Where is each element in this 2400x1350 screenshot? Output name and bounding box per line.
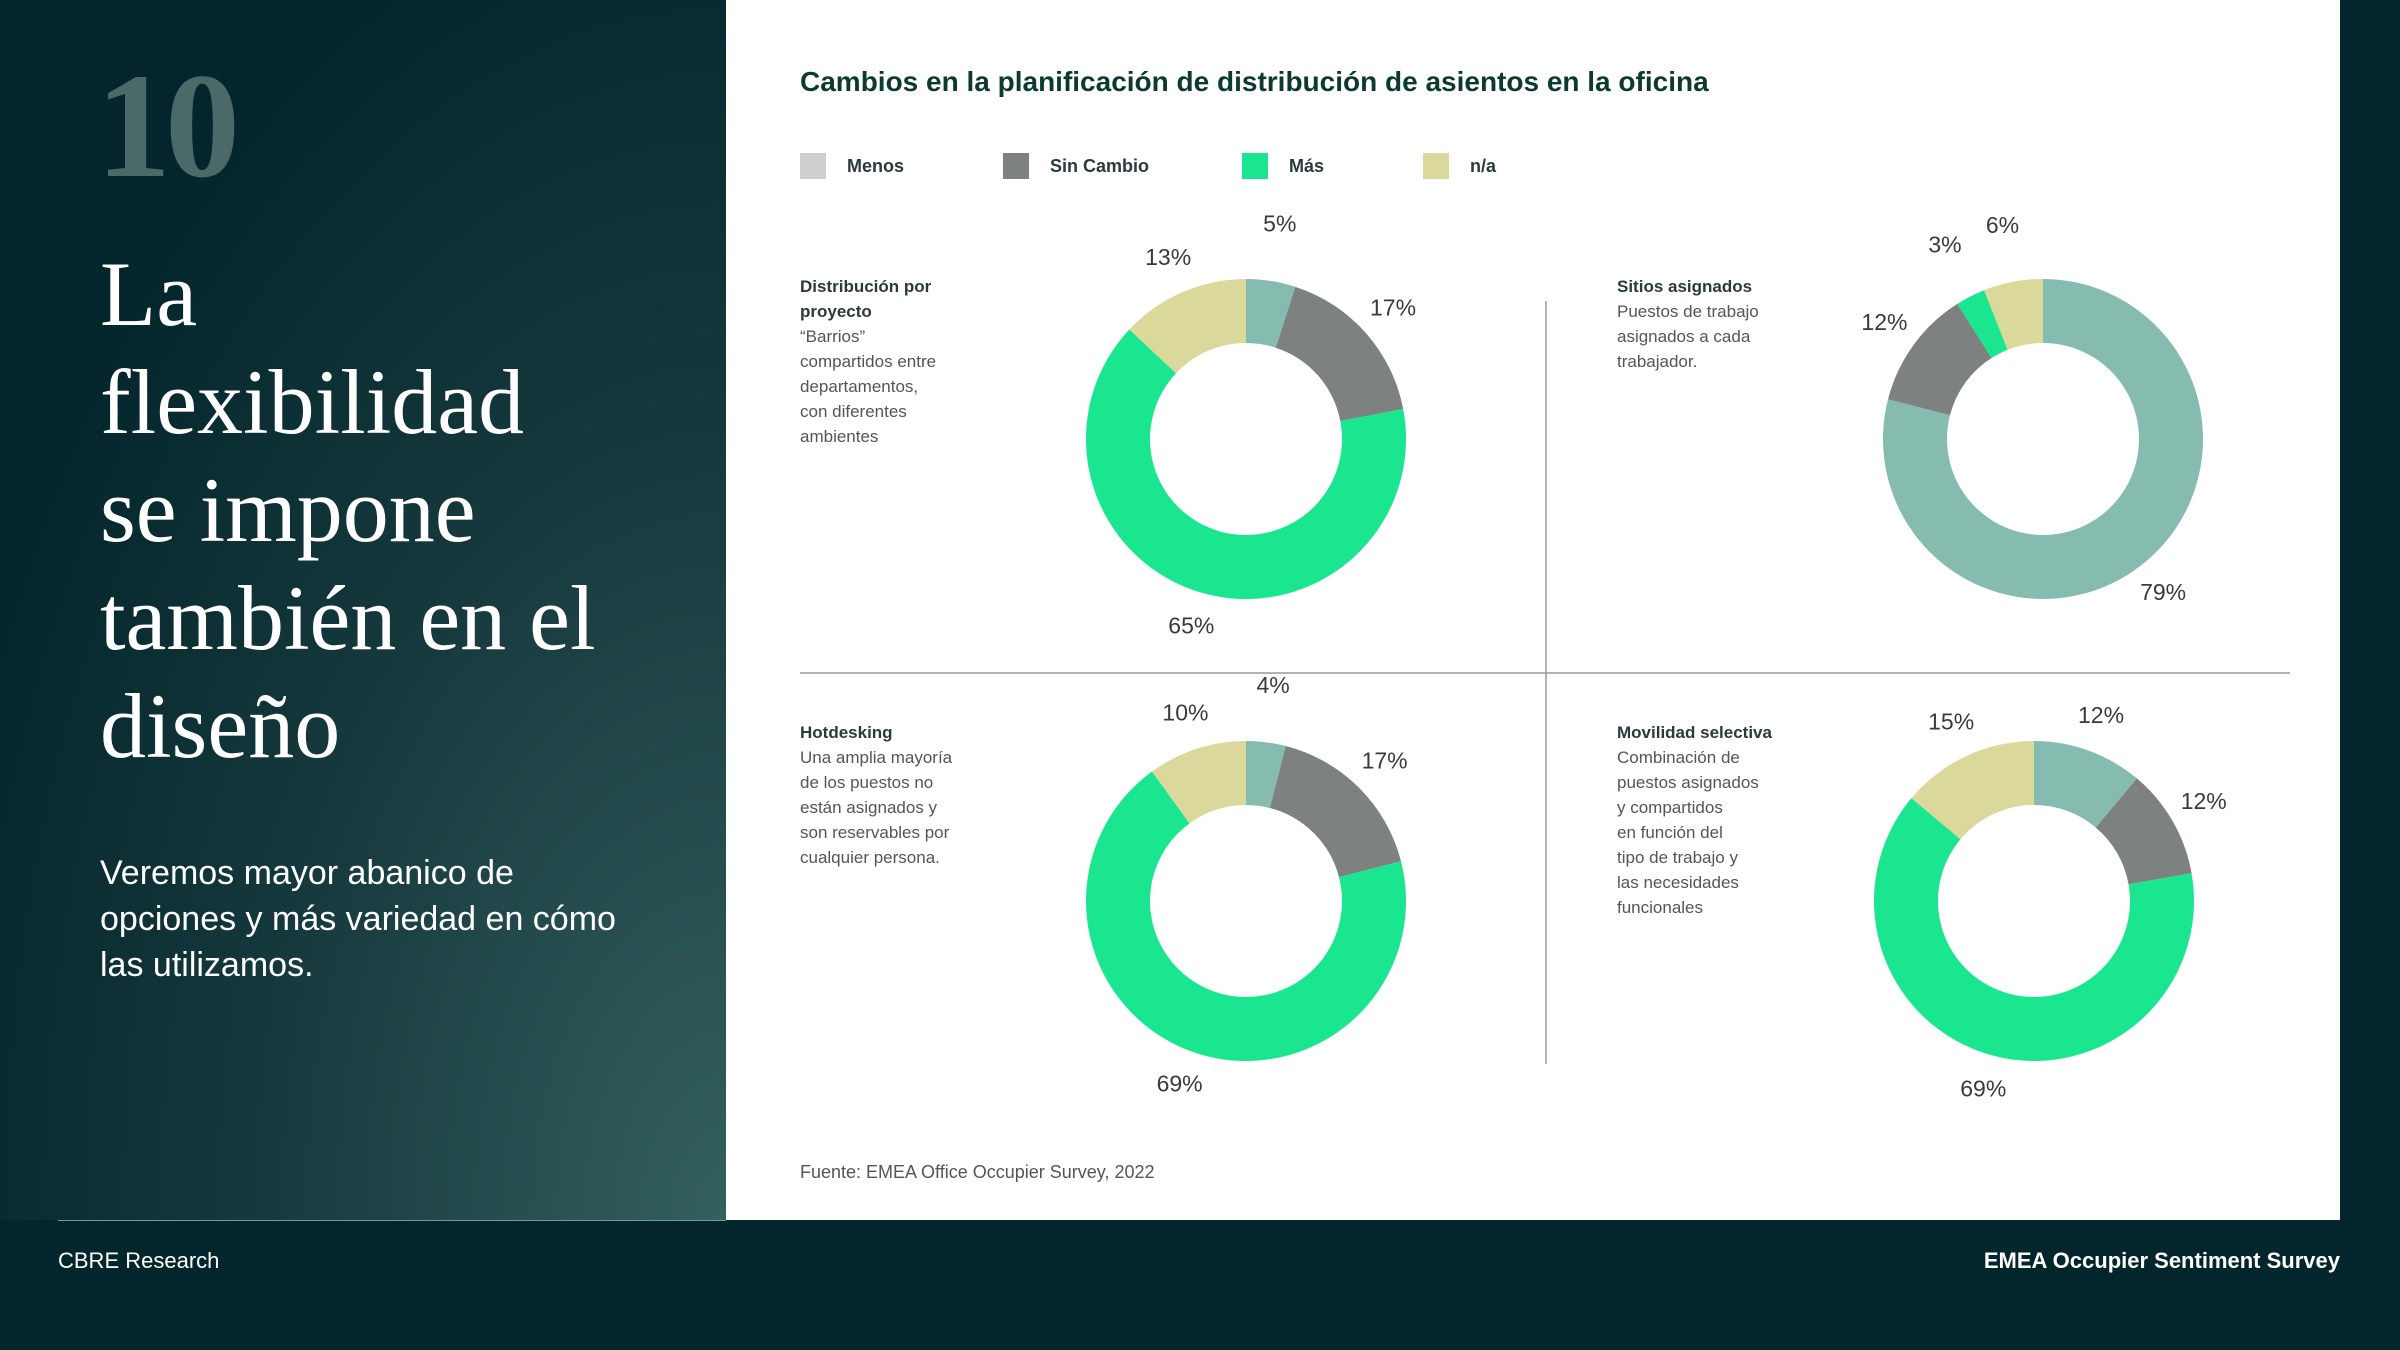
legend-label: Más [1289, 155, 1325, 176]
chart-description: son reservables por [800, 823, 950, 842]
donut-segment [1246, 741, 1286, 809]
donut-segment [2095, 778, 2192, 885]
legend-item: n/a [1423, 153, 1496, 179]
value-label: 12% [2078, 702, 2124, 728]
value-label: 12% [1861, 309, 1907, 335]
donut-segment [1874, 798, 2195, 1061]
legend-item: Sin Cambio [1003, 153, 1149, 179]
headline-line: La [100, 243, 198, 345]
legend-item: Menos [800, 153, 904, 179]
chart-description: y compartidos [1617, 798, 1723, 817]
footer-left: CBRE Research [58, 1248, 220, 1273]
value-label: 12% [2181, 788, 2227, 814]
chart-text: Movilidad selectiva Combinación de puestos… [1617, 720, 1772, 920]
donut-segment [2034, 741, 2137, 828]
value-label: 79% [2140, 579, 2186, 605]
donut-segment [1883, 279, 2203, 599]
chart-description: asignados a cada [1617, 327, 1751, 346]
value-label: 17% [1362, 747, 1408, 773]
donut-segment [1151, 741, 1246, 824]
chart-description: Combinación de [1617, 748, 1740, 767]
footer-rule [58, 1220, 726, 1221]
chart-text: Sitios asignados Puestos de trabajo asigna… [1617, 274, 1759, 374]
donut-segment [1269, 746, 1401, 878]
value-label: 17% [1370, 294, 1416, 320]
chart-description: tipo de trabajo y [1617, 848, 1738, 867]
headline-line: se impone [100, 459, 476, 561]
value-label: 69% [1960, 1075, 2006, 1101]
chart-description: las necesidades [1617, 873, 1739, 892]
chart-title: proyecto [800, 302, 872, 321]
footer-right: EMEA Occupier Sentiment Survey [1983, 1248, 2340, 1273]
donut-segment [1984, 279, 2043, 350]
value-label: 15% [1928, 708, 1974, 734]
legend-label: Menos [847, 155, 905, 176]
chart-title: Sitios asignados [1617, 277, 1753, 296]
chart-description: compartidos entre [800, 352, 937, 371]
chart-description: Una amplia mayoría [800, 748, 953, 767]
chart-description: ambientes [800, 427, 879, 446]
source: Fuente: EMEA Office Occupier Survey, 202… [800, 1162, 1155, 1182]
chart-description: están asignados y [800, 798, 938, 817]
chart-description: funcionales [1617, 898, 1704, 917]
donut-segment [1888, 303, 1992, 416]
chart-description: cualquier persona. [800, 848, 940, 867]
chart-description: puestos asignados [1617, 773, 1759, 792]
page-number: 10 [96, 43, 240, 209]
headline-line: diseño [100, 675, 341, 777]
value-label: 4% [1256, 672, 1289, 698]
chart-text: Hotdesking Una amplia mayoría de los puest… [800, 720, 952, 870]
chart-description: en función del [1617, 823, 1723, 842]
chart-title: Movilidad selectiva [1617, 723, 1772, 742]
chart-title: Hotdesking [800, 723, 893, 742]
headline-line: flexibilidad [100, 351, 525, 453]
donut-segment [1246, 279, 1296, 348]
panel-title: Cambios en la planificación de distribuc… [800, 66, 1709, 97]
left-panel [0, 0, 726, 1220]
value-label: 10% [1162, 700, 1208, 726]
chart-title: Distribución por [800, 277, 932, 296]
headline-line: también en el [100, 567, 596, 669]
value-label: 65% [1168, 612, 1214, 638]
chart-description: con diferentes [800, 402, 907, 421]
legend-swatch [1003, 153, 1029, 179]
subtitle: Veremos mayor abanico de opciones y más … [100, 854, 616, 984]
donut-segment [1957, 290, 2008, 358]
chart-text: Distribución por proyecto “Barrios” compart… [800, 274, 936, 449]
value-label: 3% [1928, 232, 1961, 258]
headline: La flexibilidad se impone también en el dise… [100, 240, 596, 780]
chart-description: Puestos de trabajo [1617, 302, 1759, 321]
legend-swatch [800, 153, 826, 179]
donut-segment [1129, 279, 1246, 374]
value-label: 6% [1986, 212, 2019, 238]
value-label: 5% [1263, 211, 1296, 237]
chart-description: trabajador. [1617, 352, 1698, 371]
value-label: 13% [1145, 244, 1191, 270]
donut-segment [1911, 741, 2034, 840]
chart-description: “Barrios” [800, 327, 866, 346]
chart-description: de los puestos no [800, 773, 934, 792]
donut-segment [1086, 771, 1406, 1061]
legend-swatch [1423, 153, 1449, 179]
value-label: 69% [1157, 1070, 1203, 1096]
chart-description: departamentos, [800, 377, 919, 396]
legend-label: Sin Cambio [1050, 155, 1150, 176]
donut-segment [1275, 286, 1404, 422]
donut-segment [1086, 329, 1406, 599]
legend-label: n/a [1470, 155, 1497, 176]
legend-item: Más [1242, 153, 1324, 179]
legend-swatch [1242, 153, 1268, 179]
